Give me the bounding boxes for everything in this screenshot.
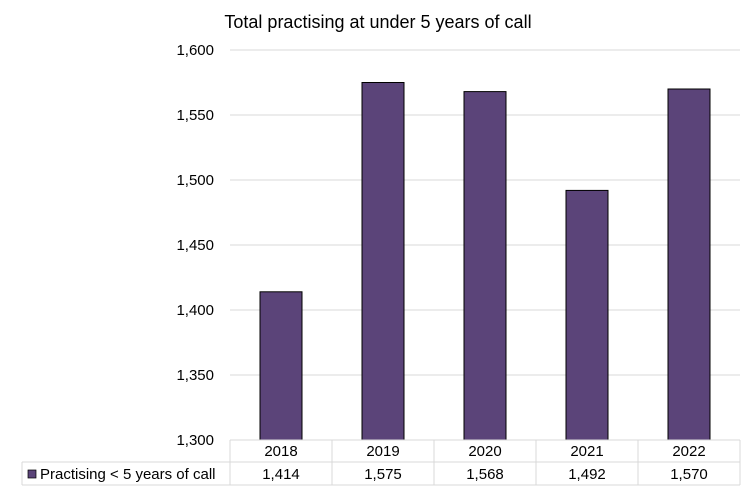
bars [259,82,711,441]
data-label: 1,575 [364,466,402,483]
x-tick-label: 2021 [570,443,603,460]
data-table: 2018 1,414 2019 1,575 2020 1,568 2021 1,492 2022… [21,439,741,486]
legend-label: Practising < 5 years of call [40,466,216,483]
y-axis-ticks: 1,300 1,350 1,400 1,450 1,500 1,550 1,600 [176,42,214,449]
x-tick-label: 2020 [468,443,501,460]
y-tick-label: 1,500 [176,172,214,189]
y-tick-label: 1,550 [176,107,214,124]
chart-title: Total practising at under 5 years of cal… [224,12,531,32]
bar-2020 [463,91,507,441]
bar-2022 [667,88,711,441]
bar-2021 [565,189,609,441]
y-tick-label: 1,400 [176,302,214,319]
data-label: 1,570 [670,466,708,483]
x-tick-label: 2018 [264,443,297,460]
y-tick-label: 1,350 [176,367,214,384]
y-tick-label: 1,600 [176,42,214,59]
y-tick-label: 1,450 [176,237,214,254]
x-tick-label: 2019 [366,443,399,460]
bar-2019 [361,82,405,441]
data-label: 1,414 [262,466,300,483]
x-tick-label: 2022 [672,443,705,460]
legend-swatch [27,469,37,479]
data-label: 1,492 [568,466,606,483]
data-label: 1,568 [466,466,504,483]
bar-2018 [259,291,303,441]
y-tick-label: 1,300 [176,432,214,449]
